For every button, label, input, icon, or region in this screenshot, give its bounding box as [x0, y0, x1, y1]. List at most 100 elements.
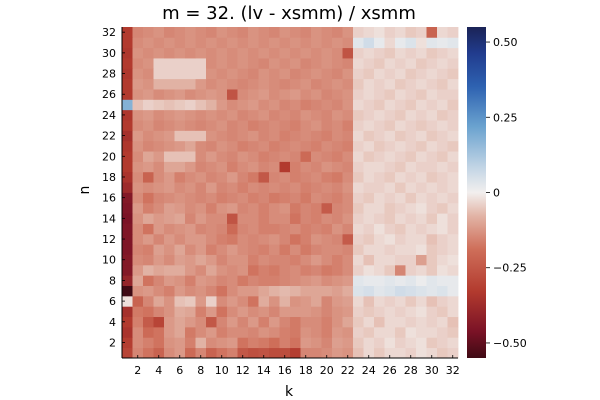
heatmap-cell	[206, 223, 217, 235]
heatmap-cell	[237, 68, 249, 80]
heatmap-cell	[332, 275, 343, 286]
heatmap-cell	[416, 213, 427, 224]
heatmap-cell	[300, 264, 312, 276]
heatmap-cell	[321, 316, 333, 328]
heatmap-cell	[143, 337, 154, 349]
heatmap-cell	[300, 275, 312, 286]
heatmap-cell	[279, 306, 291, 318]
heatmap-cell	[206, 316, 217, 328]
heatmap-cell	[416, 140, 427, 152]
heatmap-cell	[237, 78, 249, 90]
heatmap-cell	[384, 223, 396, 235]
heatmap-cell	[206, 347, 217, 359]
heatmap-cell	[353, 47, 364, 59]
heatmap-cell	[342, 275, 354, 286]
y-tick-label: 4	[109, 316, 116, 329]
heatmap-cell	[153, 58, 165, 69]
heatmap-cell	[353, 202, 364, 214]
heatmap-cell	[216, 182, 228, 193]
heatmap-cell	[206, 306, 217, 318]
heatmap-cell	[395, 233, 406, 245]
heatmap-cell	[405, 316, 417, 328]
heatmap-cell	[153, 347, 165, 359]
heatmap-cell	[395, 347, 406, 359]
heatmap-cell	[143, 254, 154, 266]
heatmap-cell	[426, 47, 438, 59]
heatmap-cell	[447, 254, 459, 266]
heatmap-cell	[342, 233, 354, 245]
heatmap-cell	[395, 316, 406, 328]
heatmap-cell	[321, 140, 333, 152]
heatmap-cell	[374, 27, 385, 38]
heatmap-cell	[342, 161, 354, 173]
heatmap-cell	[374, 68, 385, 80]
heatmap-cell	[195, 264, 207, 276]
heatmap-cell	[122, 223, 133, 235]
heatmap-cell	[321, 37, 333, 49]
heatmap-cell	[237, 99, 249, 111]
heatmap-cell	[164, 264, 175, 276]
heatmap-cell	[405, 78, 417, 90]
y-tick-label: 32	[102, 26, 116, 39]
heatmap-cell	[258, 109, 270, 121]
heatmap-cell	[248, 285, 259, 297]
heatmap-cell	[300, 78, 312, 90]
heatmap-cell	[248, 89, 259, 100]
heatmap-cell	[363, 47, 375, 59]
heatmap-cell	[174, 275, 186, 286]
heatmap-cell	[332, 223, 343, 235]
heatmap-cell	[216, 254, 228, 266]
heatmap-cell	[447, 316, 459, 328]
heatmap-cell	[426, 306, 438, 318]
heatmap-cell	[374, 213, 385, 224]
heatmap-cell	[321, 161, 333, 173]
heatmap-cell	[174, 171, 186, 183]
heatmap-cell	[300, 182, 312, 193]
heatmap-cell	[237, 58, 249, 69]
heatmap-cell	[332, 99, 343, 111]
heatmap-cell	[426, 316, 438, 328]
heatmap-cell	[174, 27, 186, 38]
heatmap-cell	[185, 192, 196, 204]
heatmap-cell	[426, 37, 438, 49]
heatmap-cell	[447, 337, 459, 349]
heatmap-cell	[237, 171, 249, 183]
heatmap-cell	[384, 27, 396, 38]
heatmap-cell	[258, 27, 270, 38]
heatmap-cell	[311, 120, 322, 131]
heatmap-cell	[426, 285, 438, 297]
heatmap-cell	[437, 254, 448, 266]
heatmap-cell	[237, 109, 249, 121]
heatmap-cell	[311, 58, 322, 69]
heatmap-cell	[447, 151, 459, 162]
heatmap-cell	[342, 47, 354, 59]
colorbar-tick-label: −0.25	[493, 262, 527, 275]
heatmap-cell	[227, 37, 238, 49]
heatmap-cell	[290, 171, 301, 183]
heatmap-cell	[290, 68, 301, 80]
heatmap-cell	[332, 161, 343, 173]
heatmap-cell	[216, 244, 228, 255]
heatmap-cell	[269, 182, 280, 193]
heatmap-cell	[279, 264, 291, 276]
heatmap-cell	[185, 316, 196, 328]
heatmap-cell	[290, 254, 301, 266]
heatmap-cell	[342, 316, 354, 328]
heatmap-cell	[437, 47, 448, 59]
heatmap-cell	[321, 151, 333, 162]
heatmap-cell	[237, 347, 249, 359]
heatmap-cell	[122, 120, 133, 131]
heatmap-cell	[195, 99, 207, 111]
heatmap-cell	[416, 295, 427, 307]
heatmap-cell	[311, 264, 322, 276]
heatmap-cell	[248, 99, 259, 111]
heatmap-cell	[374, 223, 385, 235]
colorbar-tick-label: 0.50	[493, 36, 518, 49]
heatmap-cell	[185, 99, 196, 111]
heatmap-cell	[363, 89, 375, 100]
heatmap-cell	[311, 337, 322, 349]
colorbar-tick-label: −0.50	[493, 337, 527, 350]
heatmap-cell	[342, 202, 354, 214]
heatmap-cell	[416, 285, 427, 297]
